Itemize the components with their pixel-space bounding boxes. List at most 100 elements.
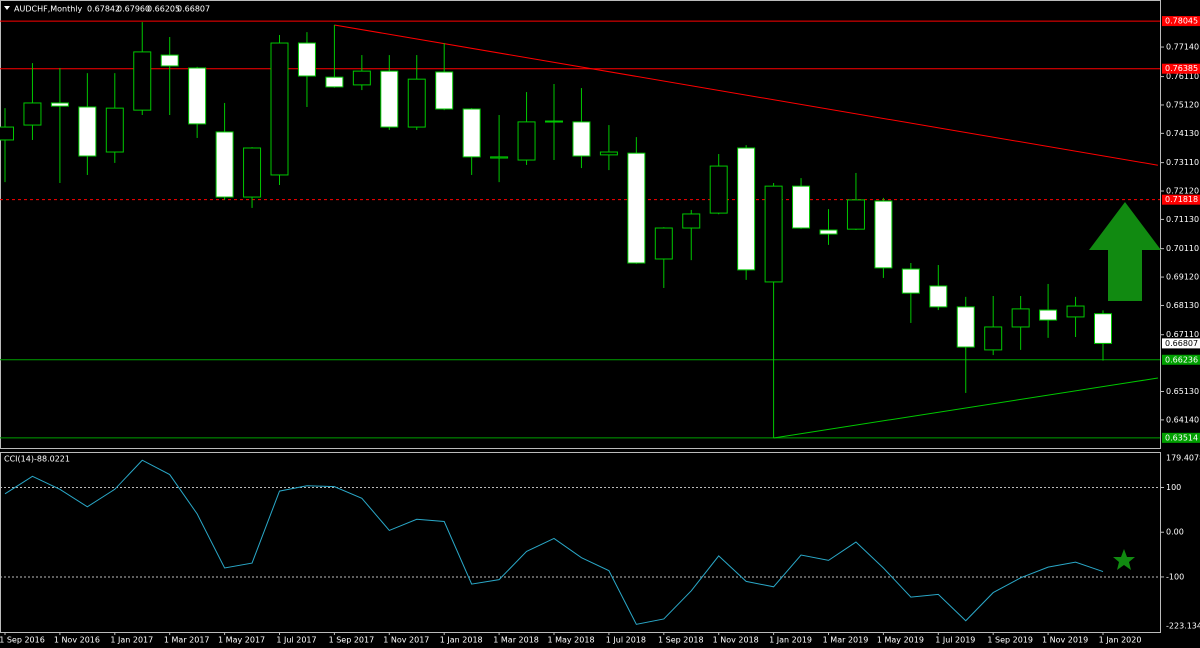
level-label-box (1162, 432, 1200, 443)
candle-body (78, 106, 97, 157)
level-label: 0.78045 (1165, 17, 1198, 26)
y-tick-label: 100 (1166, 483, 1181, 492)
x-tick-label: 1 Jul 2017 (276, 636, 316, 645)
x-tick-label: 1 Jan 2019 (769, 636, 812, 645)
y-tick-label: 0.68130 (1166, 301, 1199, 310)
y-tick-label: 0.64140 (1166, 415, 1199, 424)
quote-close: 0.66807 (177, 5, 210, 14)
x-tick-label: 1 Nov 2017 (383, 636, 429, 645)
trend-line (334, 24, 1158, 166)
level-label-box (1162, 354, 1200, 365)
y-tick-label: 0.77140 (1166, 43, 1199, 52)
cci-panel-frame (0, 452, 1161, 633)
x-tick-label: 1 Nov 2018 (713, 636, 759, 645)
candle-body (874, 200, 893, 269)
cci-title: CCI(14) (4, 455, 34, 464)
y-tick-label: 0.75120 (1166, 100, 1199, 109)
candle-body (270, 42, 289, 176)
trend-line (773, 377, 1158, 439)
y-tick-label: 0.67110 (1166, 330, 1199, 339)
x-tick-label: 1 Jul 2018 (606, 636, 646, 645)
candle-body (50, 102, 69, 107)
y-tick-label: 0.74130 (1166, 129, 1199, 138)
x-tick-label: 1 Jan 2018 (440, 636, 483, 645)
y-tick-label: -100 (1166, 572, 1184, 581)
level-label-box (1162, 16, 1200, 27)
level-label-box (1162, 63, 1200, 74)
star-icon (1113, 549, 1135, 570)
current-price-label: 0.66807 (1165, 339, 1198, 348)
y-tick-label: 0.76110 (1166, 72, 1199, 81)
candle-body (517, 121, 536, 161)
x-tick-label: 1 Sep 2019 (987, 636, 1033, 645)
y-tick-label: 0.72120 (1166, 187, 1199, 196)
candle-body (160, 54, 179, 67)
y-tick-label: 0.00 (1166, 528, 1184, 537)
up-arrow-icon (1089, 202, 1161, 301)
quote-high: 0.67960 (117, 5, 150, 14)
candle-body (243, 147, 262, 198)
candle-body (984, 326, 1003, 351)
x-tick-label: 1 Mar 2019 (823, 636, 869, 645)
y-limit-label: 179.4078 (1166, 454, 1200, 463)
candle-body (709, 165, 728, 214)
quote-open: 0.67842 (87, 5, 120, 14)
symbol-title: AUDCHF,Monthly (14, 5, 83, 14)
candle-body (901, 268, 920, 294)
y-tick-label: 0.73110 (1166, 158, 1199, 167)
y-tick-label: 0.69120 (1166, 273, 1199, 282)
x-tick-label: 1 Sep 2016 (0, 636, 45, 645)
candle-body (599, 151, 618, 156)
x-tick-label: 1 Nov 2019 (1042, 636, 1088, 645)
candle-body (1094, 313, 1112, 344)
y-tick-label: 0.65130 (1166, 387, 1199, 396)
candle-body (462, 108, 481, 158)
candle-body (654, 227, 673, 260)
candle-body (545, 120, 563, 123)
cci-value: -88.0221 (34, 455, 70, 464)
x-tick-label: 1 Mar 2017 (164, 636, 210, 645)
x-tick-label: 1 Mar 2018 (493, 636, 539, 645)
candle-body (929, 285, 948, 308)
current-price-box (1162, 338, 1200, 349)
candle-body (1011, 308, 1030, 328)
x-tick-label: 1 Jul 2019 (935, 636, 975, 645)
price-panel-frame (0, 0, 1161, 449)
candle-body (737, 147, 756, 271)
candle-body (380, 70, 399, 128)
candle-body (0, 126, 14, 141)
candle-body (572, 121, 591, 157)
x-tick-label: 1 Sep 2018 (658, 636, 704, 645)
candle-body (1066, 305, 1085, 318)
candle-body (764, 185, 783, 283)
y-tick-label: 0.70110 (1166, 244, 1199, 253)
candle-body (792, 185, 811, 229)
candle-body (819, 229, 838, 235)
y-tick-label: 0.71130 (1166, 215, 1199, 224)
y-limit-label: -223.1347 (1166, 622, 1200, 631)
x-tick-label: 1 Nov 2016 (54, 636, 100, 645)
candle-body (105, 107, 124, 153)
candle-body (407, 78, 426, 128)
candle-body (23, 102, 42, 126)
x-tick-label: 1 Jan 2017 (110, 636, 153, 645)
level-label: 0.63514 (1165, 433, 1198, 442)
x-tick-label: 1 May 2018 (547, 636, 594, 645)
menu-triangle[interactable] (4, 6, 10, 10)
candle-body (215, 131, 234, 198)
candle-body (133, 51, 152, 111)
level-label: 0.71818 (1165, 195, 1198, 204)
x-tick-label: 1 May 2019 (877, 636, 924, 645)
candle-body (297, 42, 316, 77)
level-label: 0.66236 (1165, 355, 1198, 364)
level-label: 0.76385 (1165, 64, 1198, 73)
quote-low: 0.66205 (147, 5, 180, 14)
candle-body (325, 76, 344, 88)
level-label-box (1162, 194, 1200, 205)
candle-body (188, 67, 207, 125)
x-tick-label: 1 Jan 2020 (1099, 636, 1142, 645)
candle-body (846, 199, 865, 230)
candle-body (627, 152, 646, 264)
